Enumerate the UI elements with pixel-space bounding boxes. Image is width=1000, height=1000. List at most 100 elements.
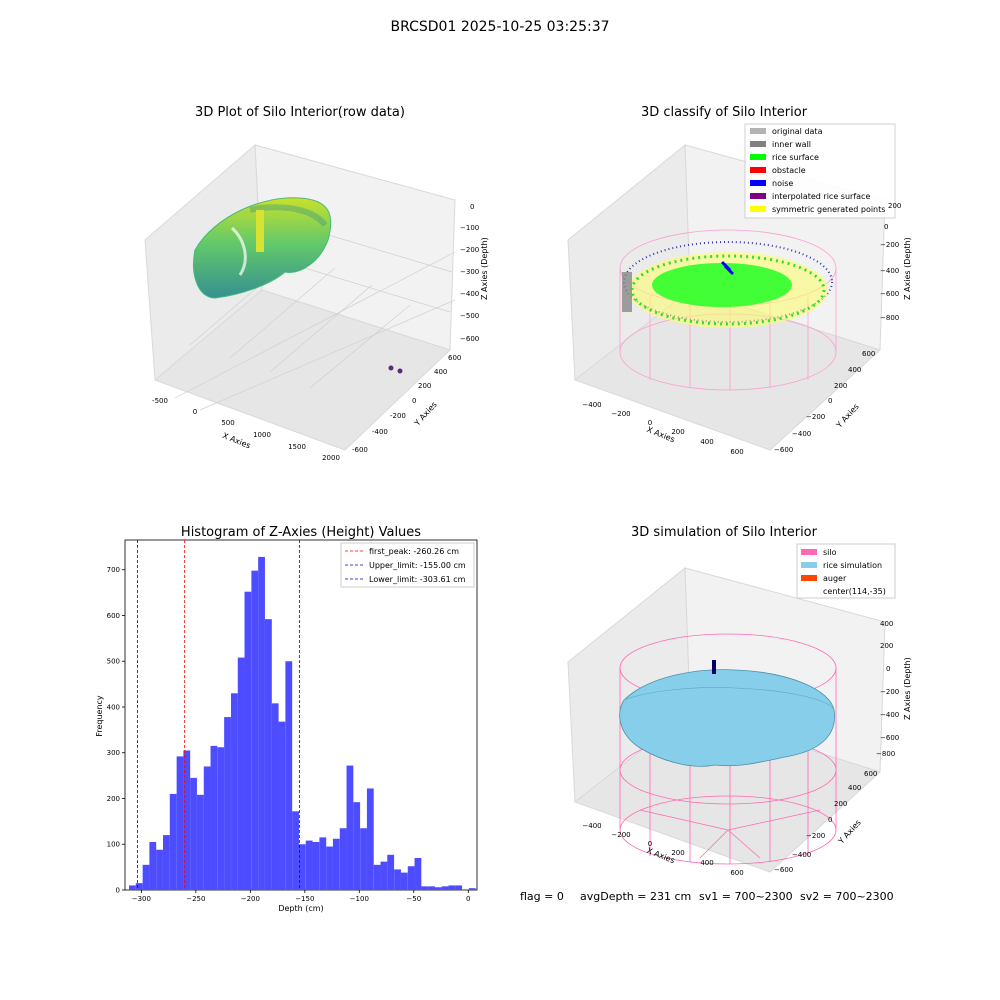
classify-ytick: −200 xyxy=(806,413,825,421)
sim-ztick: −400 xyxy=(880,711,899,719)
hist-bar xyxy=(339,828,347,890)
classify-ytick: 200 xyxy=(834,382,847,390)
raw-xlabel: X Axies xyxy=(221,431,252,450)
classify-ytick: −600 xyxy=(774,446,793,454)
hist-bar xyxy=(305,840,313,890)
raw-xtick: 1500 xyxy=(288,443,306,451)
classify-xtick: 400 xyxy=(700,438,713,446)
raw-ytick: -600 xyxy=(352,446,368,454)
classify-title: 3D classify of Silo Interior xyxy=(641,105,808,120)
sim-auger xyxy=(712,660,716,674)
classify-xtick: 200 xyxy=(671,428,684,436)
raw-ztick: −200 xyxy=(460,246,479,254)
classify-xtick: −400 xyxy=(582,401,601,409)
classify-ztick: −800 xyxy=(880,314,899,322)
raw-ztick: 0 xyxy=(470,203,474,211)
legend-label: symmetric generated points xyxy=(772,205,885,214)
sim-ylabel: Y Axies xyxy=(836,818,863,846)
hist-xtick-label: −200 xyxy=(241,895,260,903)
hist-vlines xyxy=(137,540,300,890)
hist-xtick-label: −100 xyxy=(350,895,369,903)
hist-bar xyxy=(332,838,340,890)
hist-ytick-label: 600 xyxy=(107,612,120,620)
hist-xtick-label: −150 xyxy=(295,895,314,903)
hist-bar xyxy=(231,693,238,890)
legend-swatch xyxy=(750,141,766,147)
legend-label: Lower_limit: -303.61 cm xyxy=(369,575,466,584)
legend-swatch xyxy=(801,562,817,568)
raw-ztick: −300 xyxy=(460,268,479,276)
sim-zlabel: Z Axies (Depth) xyxy=(903,657,912,720)
raw-pane-floor xyxy=(154,289,451,451)
sim-xtick: 600 xyxy=(730,869,743,877)
hist-bar xyxy=(251,570,259,890)
legend-label: center(114,-35) xyxy=(823,587,886,596)
classify-xtick: 600 xyxy=(730,448,743,456)
hist-bar xyxy=(292,811,299,890)
hist-bars xyxy=(129,556,476,890)
sim-ztick: −600 xyxy=(880,734,899,742)
hist-bar xyxy=(176,756,184,890)
hist-title: Histogram of Z-Axies (Height) Values xyxy=(181,525,421,540)
sim-ytick: 600 xyxy=(864,770,877,778)
hist-bar xyxy=(448,885,456,890)
hist-bar xyxy=(319,837,327,890)
raw-xtick: -500 xyxy=(152,397,168,405)
hist-bar xyxy=(428,886,435,890)
classify-rice-surface xyxy=(652,263,792,307)
sim-ytick: −400 xyxy=(792,851,811,859)
raw-ztick: −500 xyxy=(460,312,479,320)
status-sv2: sv2 = 700~2300 xyxy=(800,890,894,903)
hist-bar xyxy=(156,849,163,890)
hist-bar xyxy=(298,844,306,890)
sim-ytick: 0 xyxy=(828,816,832,824)
classify-ytick: 0 xyxy=(828,397,832,405)
sim-legend: silo rice simulation auger center(114,-3… xyxy=(796,543,896,599)
hist-legend: first_peak: -260.26 cm Upper_limit: -155… xyxy=(340,542,475,588)
legend-label: interpolated rice surface xyxy=(772,192,870,201)
raw-ytick: 600 xyxy=(448,354,461,362)
legend-label: noise xyxy=(772,179,793,188)
legend-swatch xyxy=(801,549,817,555)
classify-legend: original data inner wall rice surface ob… xyxy=(744,123,896,219)
hist-bar xyxy=(258,556,265,890)
classify-ztick: −400 xyxy=(880,267,899,275)
legend-label: inner wall xyxy=(772,140,811,149)
hist-bar xyxy=(271,703,279,890)
raw-xtick: 1000 xyxy=(253,431,271,439)
hist-bar xyxy=(373,864,381,890)
sim-ytick: 200 xyxy=(834,800,847,808)
hist-ytick-label: 700 xyxy=(107,566,120,574)
hist-bar xyxy=(203,766,211,890)
legend-swatch xyxy=(801,575,817,581)
status-sv1: sv1 = 700~2300 xyxy=(699,890,793,903)
legend-swatch xyxy=(750,167,766,173)
legend-swatch xyxy=(750,154,766,160)
legend-label: first_peak: -260.26 cm xyxy=(369,547,459,556)
legend-label: original data xyxy=(772,127,823,136)
hist-bar xyxy=(421,886,429,890)
hist-xlabel: Depth (cm) xyxy=(278,904,323,913)
legend-label: obstacle xyxy=(772,166,806,175)
sim-title: 3D simulation of Silo Interior xyxy=(631,525,818,540)
hist-bar xyxy=(366,788,374,890)
sim-rice-surface xyxy=(619,669,835,767)
hist-bar xyxy=(441,886,449,890)
sim-ytick: −600 xyxy=(774,866,793,874)
sim-xtick: −200 xyxy=(611,831,630,839)
sim-xtick: 200 xyxy=(671,849,684,857)
hist-bar xyxy=(434,887,442,890)
legend-label: rice simulation xyxy=(823,561,882,570)
hist-bar xyxy=(129,885,136,890)
classify-wall-points xyxy=(623,241,833,323)
raw-ytick: 200 xyxy=(418,382,431,390)
raw-ztick: −100 xyxy=(460,224,479,232)
hist-bar xyxy=(387,854,395,890)
sim-ytick: −200 xyxy=(806,832,825,840)
legend-label: silo xyxy=(823,548,837,557)
sim-ztick: 0 xyxy=(886,665,890,673)
classify-ytick: 600 xyxy=(862,350,875,358)
classify-ylabel: Y Axies xyxy=(834,402,861,430)
classify-zlabel: Z Axies (Depth) xyxy=(903,237,912,300)
